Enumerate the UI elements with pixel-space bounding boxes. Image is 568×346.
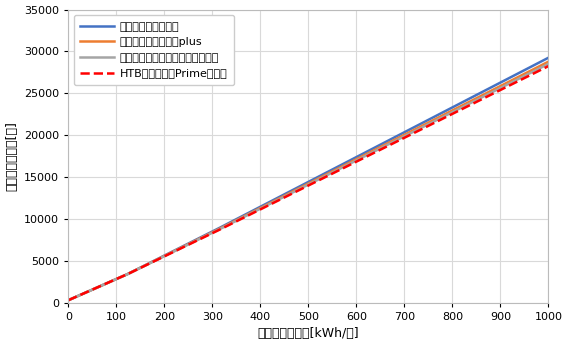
Line: 沖縄電力　従量電灯plus: 沖縄電力 従量電灯plus <box>68 62 549 300</box>
HTBエナジー　Primeプラン <box>545 64 552 68</box>
HTBエナジー　Primeプラン <box>65 298 72 302</box>
HTBエナジー　Primeプラン <box>457 108 463 112</box>
Legend: 沖縄電力　従量電灯, 沖縄電力　従量電灯plus, 沖縄電力　グッドバリュープラン, HTBエナジー　Primeプラン: 沖縄電力 従量電灯, 沖縄電力 従量電灯plus, 沖縄電力 グッドバリュープラ… <box>74 15 234 85</box>
Line: 沖縄電力　グッドバリュープラン: 沖縄電力 グッドバリュープラン <box>68 64 549 300</box>
沖縄電力　グッドバリュープラン <box>439 115 446 119</box>
沖縄電力　従量電灯 <box>439 111 446 115</box>
Y-axis label: 電力料金推定値[円]: 電力料金推定値[円] <box>6 121 19 191</box>
HTBエナジー　Primeプラン <box>162 254 169 258</box>
沖縄電力　グッドバリュープラン <box>521 74 528 78</box>
沖縄電力　グッドバリュープラン <box>94 285 101 290</box>
沖縄電力　グッドバリュープラン <box>490 90 496 94</box>
沖縄電力　グッドバリュープラン <box>457 106 463 110</box>
沖縄電力　従量電灯 <box>490 84 496 89</box>
沖縄電力　グッドバリュープラン <box>162 253 169 257</box>
沖縄電力　従量電灯plus <box>439 113 446 118</box>
沖縄電力　従量電灯 <box>545 56 552 60</box>
沖縄電力　グッドバリュープラン <box>65 298 72 302</box>
HTBエナジー　Primeプラン <box>521 76 528 80</box>
沖縄電力　従量電灯plus <box>490 88 496 92</box>
沖縄電力　従量電灯plus <box>162 253 169 257</box>
Line: 沖縄電力　従量電灯: 沖縄電力 従量電灯 <box>68 58 549 300</box>
沖縄電力　従量電灯plus <box>94 285 101 290</box>
沖縄電力　従量電灯 <box>162 253 169 257</box>
沖縄電力　従量電灯plus <box>545 60 552 64</box>
HTBエナジー　Primeプラン <box>439 117 446 121</box>
沖縄電力　従量電灯 <box>521 68 528 72</box>
沖縄電力　従量電灯 <box>457 101 463 106</box>
沖縄電力　従量電灯 <box>94 285 101 290</box>
沖縄電力　従量電灯 <box>65 298 72 302</box>
沖縄電力　従量電灯plus <box>457 104 463 109</box>
沖縄電力　従量電灯plus <box>65 298 72 302</box>
沖縄電力　グッドバリュープラン <box>545 62 552 66</box>
HTBエナジー　Primeプラン <box>490 92 496 96</box>
Line: HTBエナジー　Primeプラン: HTBエナジー Primeプラン <box>68 66 549 300</box>
沖縄電力　従量電灯plus <box>521 72 528 76</box>
X-axis label: 月間電力使用量[kWh/月]: 月間電力使用量[kWh/月] <box>257 327 359 340</box>
HTBエナジー　Primeプラン <box>94 285 101 290</box>
